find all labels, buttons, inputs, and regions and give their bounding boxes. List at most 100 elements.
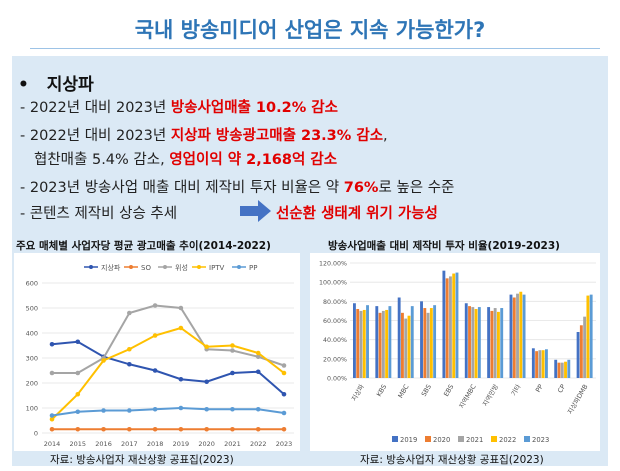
x-tick-label: KBS bbox=[375, 383, 388, 398]
bar-지상파-2021 bbox=[359, 310, 363, 378]
data-point-PP bbox=[49, 413, 55, 418]
series-line-IPTV bbox=[51, 326, 285, 420]
series-line-위성 bbox=[52, 304, 285, 374]
data-point-IPTV bbox=[101, 358, 106, 363]
x-tick-label: 2014 bbox=[44, 440, 61, 448]
line-3-text: 협찬매출 5.4% 감소, bbox=[34, 152, 170, 168]
legend-swatch-2021 bbox=[458, 436, 464, 442]
bar-지역MBC-2019 bbox=[464, 303, 468, 378]
x-tick-label: 기타 bbox=[509, 382, 523, 397]
x-tick-label: 지역민방 bbox=[480, 382, 500, 407]
section-heading-text: 지상파 bbox=[46, 75, 94, 95]
data-point-지상파 bbox=[127, 361, 132, 367]
bar-chart: 0.00% 20.00% 40.00% 60.00% 80.00% 100.00% 120.… bbox=[319, 261, 596, 444]
data-point-위성 bbox=[49, 370, 55, 376]
bar-PP-2021 bbox=[538, 350, 542, 378]
data-point-SO bbox=[75, 426, 81, 432]
y-tick-label: 400 bbox=[26, 330, 38, 338]
data-point-위성 bbox=[255, 354, 261, 360]
bar-지상파DMB-2022 bbox=[586, 295, 590, 378]
line-4-suffix: 로 높은 수준 bbox=[378, 180, 455, 196]
data-point-IPTV bbox=[152, 333, 158, 338]
legend-marker-지상파 bbox=[89, 265, 93, 269]
x-tick-label: 2016 bbox=[95, 440, 112, 448]
data-point-지상파 bbox=[49, 341, 55, 347]
x-tick-label: PP bbox=[534, 383, 545, 394]
bar-기타-2022 bbox=[519, 291, 523, 378]
data-point-PP bbox=[101, 408, 106, 413]
bar-PP-2020 bbox=[535, 351, 539, 378]
bar-CP-2022 bbox=[564, 361, 567, 378]
data-point-PP bbox=[178, 405, 184, 411]
bar-SBS-2022 bbox=[429, 308, 433, 378]
y-tick-label: 120.00% bbox=[319, 261, 347, 268]
bar-MBC-2019 bbox=[397, 297, 401, 378]
data-point-IPTV bbox=[75, 391, 81, 397]
bar-기타-2023 bbox=[522, 294, 526, 378]
y-tick-label: 40.00% bbox=[323, 337, 347, 344]
x-tick-label: 2021 bbox=[224, 440, 241, 448]
y-tick-label: 80.00% bbox=[323, 299, 347, 306]
data-point-PP bbox=[204, 406, 209, 412]
line-1-highlight: 방송사업매출 10.2% 감소 bbox=[170, 100, 338, 116]
data-point-지상파 bbox=[178, 376, 184, 382]
bar-chart-source: 자료: 방송사업자 재산상황 공표집(2023) bbox=[360, 454, 544, 466]
legend-swatch-2022 bbox=[491, 436, 497, 442]
x-tick-label: 2017 bbox=[121, 440, 138, 448]
y-tick-label: 200 bbox=[26, 380, 38, 388]
line-chart: 지상파 SO 위성 IPTV PP 0 100 200 300 400 500 600 2014 2015… bbox=[26, 263, 294, 448]
y-tick-label: 0.00% bbox=[327, 376, 347, 383]
data-point-위성 bbox=[281, 363, 287, 368]
data-point-위성 bbox=[178, 305, 184, 311]
y-tick-label: 20.00% bbox=[323, 356, 347, 363]
bar-기타-2021 bbox=[516, 293, 519, 378]
summary-line-4: - 2023년 방송사업 매출 대비 제작비 투자 비율은 약 76%로 높은 … bbox=[20, 176, 454, 197]
bar-PP-2023 bbox=[545, 349, 548, 378]
line-2-highlight: 지상파 방송광고매출 23.3% 감소 bbox=[170, 128, 384, 144]
bar-CP-2020 bbox=[557, 362, 561, 378]
y-tick-label: 600 bbox=[26, 280, 38, 288]
line-2-text: - 2022년 대비 2023년 bbox=[20, 128, 171, 144]
bar-지역민방-2022 bbox=[497, 311, 500, 378]
bar-지역MBC-2020 bbox=[468, 306, 471, 378]
x-tick-label: MBC bbox=[396, 383, 410, 400]
bullet-dot: • bbox=[18, 75, 29, 95]
legend-label-위성: 위성 bbox=[175, 263, 188, 272]
y-tick-label: 100 bbox=[26, 405, 38, 413]
bar-MBC-2020 bbox=[401, 312, 404, 378]
bar-지상파DMB-2019 bbox=[576, 332, 580, 378]
section-heading: • 지상파 bbox=[18, 70, 94, 95]
bar-지역민방-2021 bbox=[493, 308, 497, 378]
bar-KBS-2020 bbox=[378, 312, 382, 378]
data-point-지상파 bbox=[204, 379, 209, 385]
data-point-PP bbox=[75, 409, 81, 415]
data-point-IPTV bbox=[127, 346, 132, 352]
series-line-PP bbox=[51, 406, 285, 417]
legend-marker-IPTV bbox=[197, 265, 201, 269]
data-point-IPTV bbox=[204, 344, 209, 350]
y-tick-label: 60.00% bbox=[323, 318, 347, 325]
data-point-지상파 bbox=[281, 391, 287, 397]
data-point-SO bbox=[178, 426, 184, 432]
x-tick-label: 지역MBC bbox=[457, 382, 478, 410]
bar-지역MBC-2023 bbox=[477, 307, 481, 378]
data-point-SO bbox=[152, 426, 158, 432]
data-point-PP bbox=[281, 410, 287, 416]
legend-label-2021: 2021 bbox=[466, 436, 483, 444]
legend-label-2023: 2023 bbox=[532, 436, 549, 444]
legend-label-지상파: 지상파 bbox=[101, 263, 121, 272]
x-tick-label: SBS bbox=[420, 383, 433, 398]
data-point-위성 bbox=[127, 310, 132, 316]
legend-swatch-2023 bbox=[524, 436, 530, 442]
data-point-PP bbox=[230, 406, 235, 412]
bar-MBC-2023 bbox=[410, 306, 414, 378]
summary-line-1: - 2022년 대비 2023년 방송사업매출 10.2% 감소 bbox=[20, 96, 338, 117]
data-point-지상파 bbox=[152, 368, 158, 373]
data-point-PP bbox=[152, 406, 158, 412]
line-1-text: - 2022년 대비 2023년 bbox=[20, 100, 171, 116]
data-point-IPTV bbox=[281, 370, 287, 376]
data-point-IPTV bbox=[49, 416, 55, 422]
x-tick-label: 2019 bbox=[173, 440, 190, 448]
bar-지상파-2022 bbox=[362, 309, 366, 378]
page-title: 국내 방송미디어 산업은 지속 가능한가? bbox=[134, 18, 486, 42]
